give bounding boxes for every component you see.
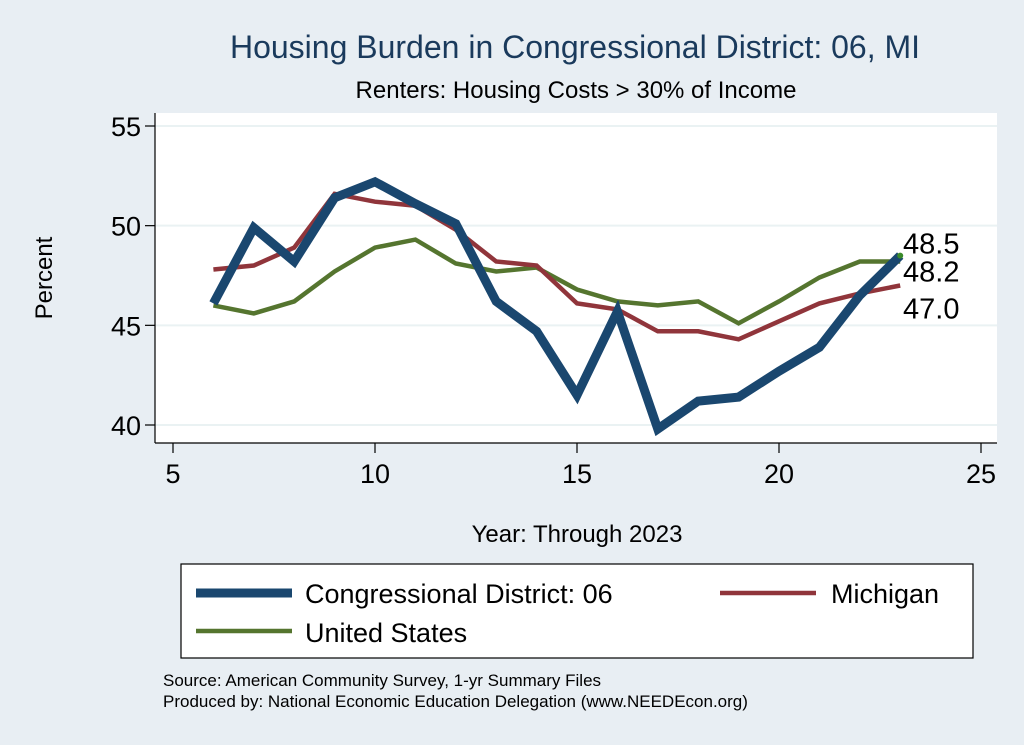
end-label-united-states: 48.2 [903, 257, 959, 289]
x-tick-label-5: 5 [165, 459, 180, 489]
produced-by-line: Produced by: National Economic Education… [163, 692, 748, 711]
chart-subtitle: Renters: Housing Costs > 30% of Income [356, 77, 797, 104]
y-tick-label-45: 45 [111, 311, 141, 341]
series-line-united-states [212, 237, 901, 326]
series-lines [209, 176, 904, 437]
x-axis-title: Year: Through 2023 [472, 521, 683, 548]
end-labels: 48.5 47.0 48.2 [903, 229, 959, 326]
y-tick-label-55: 55 [111, 112, 141, 142]
y-axis-title: Percent [31, 236, 58, 319]
x-tick-label-10: 10 [360, 459, 390, 489]
legend-label-united-states: United States [305, 618, 467, 648]
end-label-congressional-district-06: 48.5 [903, 229, 959, 261]
y-axis-ticks: 40 45 50 55 [111, 112, 155, 441]
gridlines [155, 125, 997, 426]
series-line-congressional-district-06 [209, 176, 904, 437]
legend-label-michigan: Michigan [831, 579, 939, 609]
x-tick-label-20: 20 [764, 459, 794, 489]
y-tick-label-40: 40 [111, 411, 141, 441]
y-tick-label-50: 50 [111, 212, 141, 242]
chart-title: Housing Burden in Congressional District… [230, 29, 920, 65]
source-line: Source: American Community Survey, 1-yr … [163, 671, 601, 690]
legend-box [180, 563, 974, 659]
x-axis-ticks: 5 10 15 20 25 [165, 443, 996, 489]
x-tick-label-15: 15 [562, 459, 592, 489]
legend-label-congressional-district: Congressional District: 06 [305, 579, 613, 609]
x-tick-label-25: 25 [966, 459, 996, 489]
end-label-michigan: 47.0 [903, 293, 959, 325]
series-end-marker [897, 252, 904, 259]
